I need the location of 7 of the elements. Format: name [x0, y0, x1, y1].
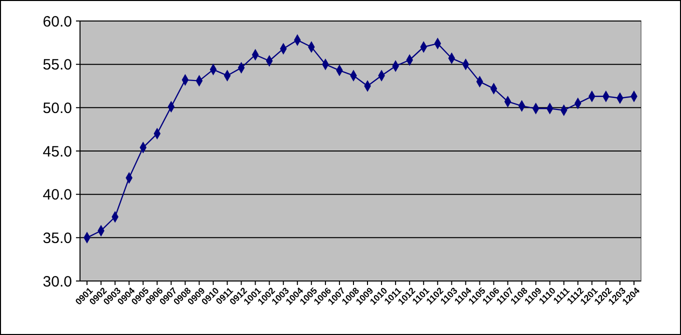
y-tick-label: 60.0: [42, 13, 72, 30]
y-tick-label: 30.0: [42, 273, 72, 290]
y-tick-label: 40.0: [42, 186, 72, 204]
y-tick-label: 50.0: [42, 100, 72, 117]
y-tick-label: 55.0: [42, 56, 72, 74]
y-tick-label: 35.0: [42, 230, 72, 247]
y-tick-label: 45.0: [42, 143, 72, 160]
